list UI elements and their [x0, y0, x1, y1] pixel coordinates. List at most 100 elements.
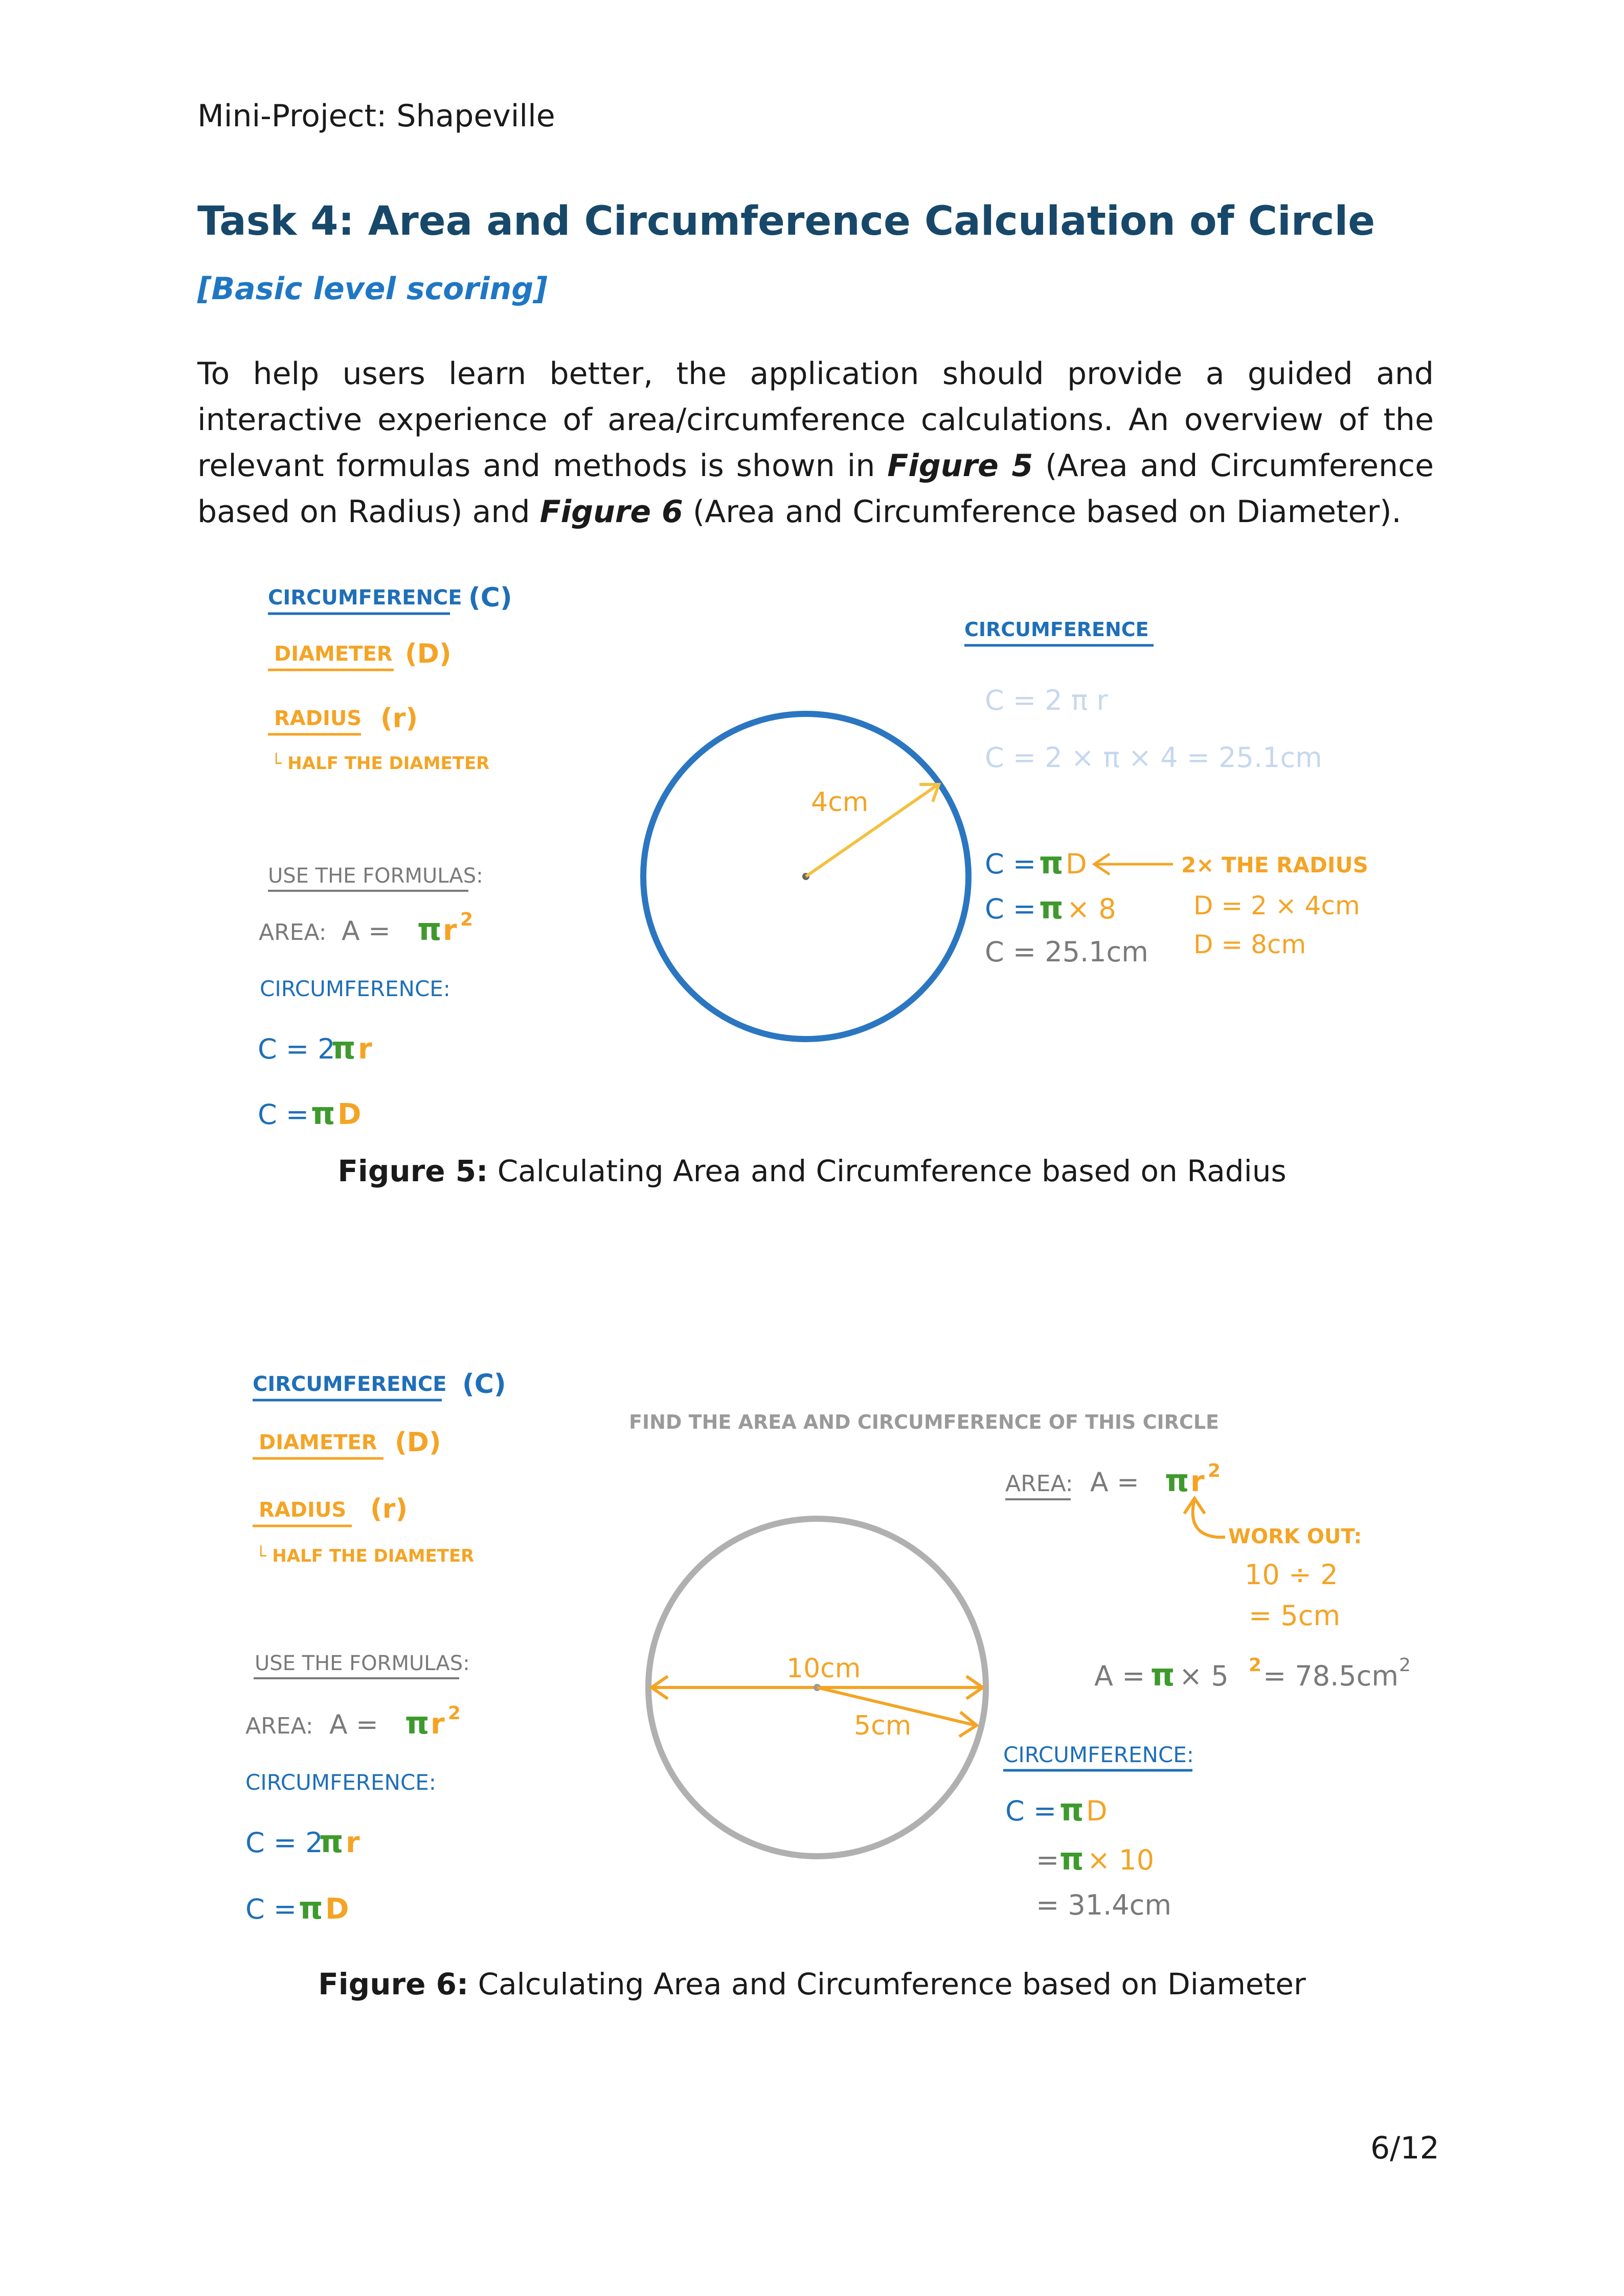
r-symbol: r: [1190, 1465, 1205, 1498]
work-step-2: = 5cm: [1249, 1600, 1340, 1632]
r-symbol: r: [431, 1707, 445, 1741]
figure-5-reference: Figure 5: [887, 448, 1033, 484]
figure-5: CIRCUMFERENCE (C) DIAMETER (D) RADIUS (r…: [245, 573, 1422, 1145]
note-d-equals-8: D = 8cm: [1193, 930, 1306, 959]
radius-length-label: 4cm: [811, 787, 868, 818]
radius-length-label: 5cm: [854, 1710, 911, 1741]
arrow-head: [919, 783, 941, 802]
figure-5-diagram: CIRCUMFERENCE (C) DIAMETER (D) RADIUS (r…: [258, 582, 1368, 1132]
radius-line: [805, 784, 938, 878]
work-out-label: WORK OUT:: [1228, 1525, 1362, 1548]
paragraph-text: To help users learn better, the applicat…: [197, 356, 1434, 484]
legend-radius: RADIUS: [274, 707, 362, 730]
note-d-equals-2x4: D = 2 × 4cm: [1193, 891, 1360, 920]
arrow-head: [1092, 852, 1111, 876]
circumference-formulas-label: CIRCUMFERENCE:: [260, 976, 450, 1001]
arrow-head: [958, 1710, 980, 1738]
arrow-head: [1183, 1495, 1206, 1515]
area-result-lhs: A =: [1094, 1660, 1145, 1692]
legend-circumference: CIRCUMFERENCE: [253, 1372, 447, 1396]
circ-result: C = 25.1cm: [985, 936, 1148, 968]
times-5: × 5: [1179, 1660, 1229, 1692]
caption-label: Figure 5:: [337, 1154, 488, 1188]
exponent-2: 2: [1399, 1655, 1411, 1676]
area-label: AREA:: [245, 1713, 313, 1739]
note-2x-radius: 2× THE RADIUS: [1181, 852, 1368, 877]
pi-symbol: π: [417, 912, 441, 948]
figure-6-diagram: CIRCUMFERENCE (C) DIAMETER (D) RADIUS (r…: [245, 1369, 1411, 1926]
circ-step-1: C =: [1005, 1795, 1056, 1827]
exponent-2: 2: [1249, 1655, 1261, 1676]
legend-diameter-symbol: (D): [405, 639, 452, 669]
figure-6-reference: Figure 6: [539, 494, 683, 530]
pi-symbol: π: [299, 1890, 323, 1926]
figure-6-caption: Figure 6: Calculating Area and Circumfer…: [0, 1967, 1624, 2001]
pi-symbol: π: [1059, 1841, 1084, 1877]
pi-symbol: π: [319, 1824, 343, 1860]
pi-symbol: π: [1059, 1792, 1084, 1828]
legend-radius: RADIUS: [259, 1498, 346, 1522]
pi-symbol: π: [1039, 845, 1063, 881]
legend-circumference-symbol: (C): [462, 1369, 506, 1400]
instruction-text: FIND THE AREA AND CIRCUMFERENCE OF THIS …: [629, 1411, 1219, 1433]
legend-diameter: DIAMETER: [274, 642, 393, 666]
exponent-2: 2: [448, 1703, 461, 1724]
legend-circumference: CIRCUMFERENCE: [268, 586, 462, 610]
pi-symbol: π: [1039, 890, 1063, 926]
area-formula-lhs: A =: [329, 1709, 378, 1740]
legend-radius-symbol: (r): [370, 1494, 408, 1524]
exponent-2: 2: [1208, 1460, 1221, 1481]
area-formula-lhs: A =: [342, 916, 391, 947]
page-header: Mini-Project: Shapeville: [197, 98, 555, 134]
times-8: × 8: [1067, 893, 1116, 925]
pi-symbol: π: [1165, 1463, 1189, 1499]
d-symbol: D: [337, 1098, 361, 1131]
caption-text: Calculating Area and Circumference based…: [468, 1967, 1306, 2001]
circ-step-2: =: [1036, 1844, 1059, 1876]
circle-radius-4cm: [640, 711, 972, 1042]
faded-formula-1: C = 2 π r: [985, 684, 1108, 716]
faded-formula-2: C = 2 × π × 4 = 25.1cm: [985, 741, 1322, 774]
use-formulas-label: USE THE FORMULAS:: [255, 1652, 470, 1675]
r-symbol: r: [346, 1826, 360, 1859]
arrow-head: [648, 1675, 669, 1700]
circumference-label: CIRCUMFERENCE:: [1003, 1742, 1194, 1767]
use-formulas-label: USE THE FORMULAS:: [268, 864, 483, 888]
circ-formula-2pi-r: C = 2: [245, 1827, 323, 1859]
intro-paragraph: To help users learn better, the applicat…: [197, 351, 1434, 535]
pi-symbol: π: [1151, 1657, 1175, 1693]
d-symbol: D: [1086, 1795, 1108, 1827]
section-title: Task 4: Area and Circumference Calculati…: [197, 198, 1375, 244]
area-label: AREA:: [1005, 1471, 1073, 1497]
area-result: = 78.5cm: [1263, 1660, 1399, 1692]
circ-step-2: C =: [985, 893, 1036, 925]
scoring-level: [Basic level scoring]: [197, 271, 548, 307]
d-symbol: D: [325, 1893, 349, 1926]
paragraph-text: (Area and Circumference based on Radius)…: [197, 448, 1434, 530]
work-out-arrow: [1191, 1499, 1225, 1539]
d-symbol: D: [1066, 848, 1087, 880]
legend-diameter-symbol: (D): [395, 1427, 441, 1458]
circumference-formulas-label: CIRCUMFERENCE:: [245, 1770, 436, 1795]
area-label: AREA:: [259, 919, 327, 946]
circ-step-1: C =: [985, 848, 1036, 880]
area-formula-lhs: A =: [1090, 1467, 1139, 1498]
exponent-2: 2: [460, 909, 473, 930]
circ-result: = 31.4cm: [1036, 1889, 1171, 1921]
radius-line: [817, 1686, 976, 1727]
r-symbol: r: [443, 914, 457, 947]
paragraph-text: (Area and Circumference based on Diamete…: [683, 494, 1402, 530]
circle-diameter-10cm: [645, 1516, 989, 1859]
figure-5-caption: Figure 5: Calculating Area and Circumfer…: [0, 1154, 1624, 1188]
times-10: × 10: [1087, 1844, 1154, 1876]
caption-label: Figure 6:: [318, 1967, 469, 2001]
work-step-1: 10 ÷ 2: [1245, 1559, 1338, 1591]
page-number: 6/12: [1370, 2130, 1439, 2166]
legend-circumference-symbol: (C): [468, 582, 512, 613]
caption-text: Calculating Area and Circumference based…: [488, 1154, 1287, 1188]
circumference-heading: CIRCUMFERENCE: [964, 618, 1149, 641]
circ-formula-pi-d: C =: [245, 1893, 297, 1925]
arrow-head: [965, 1675, 986, 1700]
legend-radius-symbol: (r): [380, 703, 418, 734]
circ-formula-pi-d: C =: [258, 1098, 309, 1131]
